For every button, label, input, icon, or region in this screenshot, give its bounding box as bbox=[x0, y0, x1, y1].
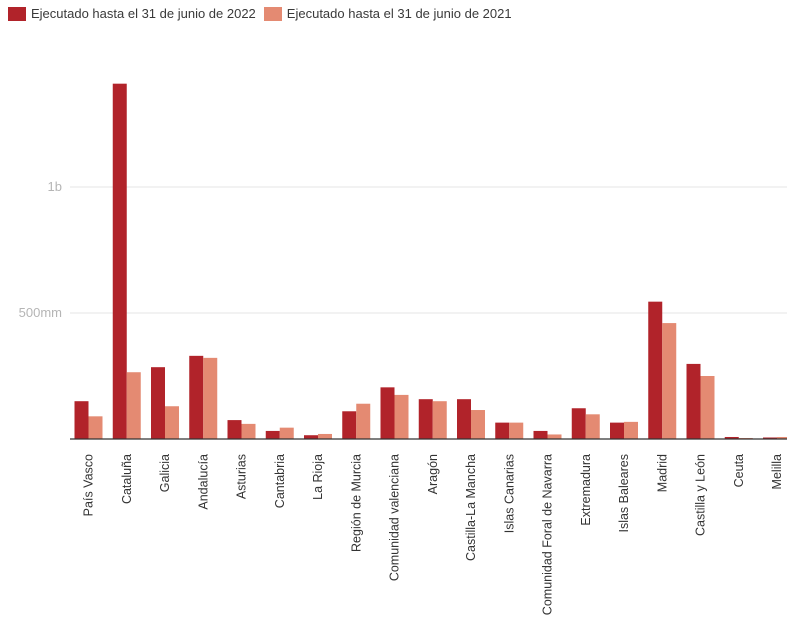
legend-item-2021[interactable]: Ejecutado hasta el 31 de junio de 2021 bbox=[263, 6, 512, 21]
bar-2022[interactable] bbox=[380, 387, 395, 439]
x-tick-label: Islas Canarias bbox=[502, 454, 516, 533]
bar-2022[interactable] bbox=[648, 301, 663, 439]
y-tick-label: 1b bbox=[48, 179, 62, 194]
bar-2022[interactable] bbox=[495, 422, 510, 439]
bar-2022[interactable] bbox=[724, 436, 739, 439]
bar-2021[interactable] bbox=[356, 403, 371, 439]
bar-2021[interactable] bbox=[165, 406, 179, 439]
x-tick-label: La Rioja bbox=[311, 454, 325, 500]
x-tick-label: Melilla bbox=[770, 454, 784, 489]
bar-2021[interactable] bbox=[203, 357, 218, 439]
bar-2022[interactable] bbox=[571, 408, 586, 439]
legend-swatch-2021 bbox=[263, 6, 282, 21]
bar-2021[interactable] bbox=[471, 410, 485, 439]
bar-2022[interactable] bbox=[418, 399, 433, 439]
bar-2021[interactable] bbox=[700, 376, 715, 439]
bar-2021[interactable] bbox=[585, 414, 600, 439]
chart-legend: Ejecutado hasta el 31 de junio de 2022 E… bbox=[8, 6, 520, 21]
x-tick-label: Asturias bbox=[235, 454, 249, 499]
bar-2022[interactable] bbox=[763, 437, 777, 439]
y-tick-label: 500mm bbox=[19, 305, 62, 320]
bar-2022[interactable] bbox=[227, 420, 242, 439]
x-tick-label: Ceuta bbox=[732, 454, 746, 487]
bar-2022[interactable] bbox=[151, 367, 165, 439]
x-tick-label: Cantabria bbox=[273, 454, 287, 508]
x-tick-label: País Vasco bbox=[82, 454, 96, 516]
bar-2021[interactable] bbox=[624, 421, 638, 439]
x-tick-label: Islas Baleares bbox=[617, 454, 631, 533]
bar-2022[interactable] bbox=[342, 411, 357, 439]
bar-2022[interactable] bbox=[457, 399, 471, 439]
bar-2021[interactable] bbox=[126, 372, 141, 439]
x-tick-label: Castilla-La Mancha bbox=[464, 454, 478, 561]
x-tick-label: Galicia bbox=[158, 454, 172, 492]
legend-swatch-2022 bbox=[8, 6, 26, 21]
x-tick-label: Aragón bbox=[426, 454, 440, 494]
bar-2022[interactable] bbox=[610, 422, 624, 439]
legend-label-2022: Ejecutado hasta el 31 de junio de 2022 bbox=[31, 6, 256, 21]
x-tick-label: Comunidad Foral de Navarra bbox=[541, 454, 555, 615]
x-tick-label: Cataluña bbox=[120, 454, 134, 504]
x-tick-label: Madrid bbox=[655, 454, 669, 492]
bar-2021[interactable] bbox=[241, 423, 256, 439]
bar-2021[interactable] bbox=[279, 427, 294, 439]
x-tick-label: Comunidad valenciana bbox=[388, 454, 402, 581]
legend-label-2021: Ejecutado hasta el 31 de junio de 2021 bbox=[286, 6, 512, 21]
x-tick-label: Extremadura bbox=[579, 454, 593, 526]
bar-2022[interactable] bbox=[533, 430, 548, 439]
bar-2021[interactable] bbox=[394, 394, 409, 439]
x-tick-label: Región de Murcia bbox=[349, 454, 363, 552]
x-tick-label: Andalucía bbox=[196, 454, 210, 510]
x-tick-label: Castilla y León bbox=[694, 454, 708, 536]
bar-2021[interactable] bbox=[547, 434, 562, 439]
bar-2022[interactable] bbox=[265, 430, 280, 439]
bar-2021[interactable] bbox=[777, 436, 787, 439]
bar-2022[interactable] bbox=[74, 401, 89, 439]
bar-2022[interactable] bbox=[112, 83, 127, 440]
bar-2022[interactable] bbox=[686, 363, 701, 439]
legend-item-2022[interactable]: Ejecutado hasta el 31 de junio de 2022 bbox=[8, 6, 256, 21]
bar-2021[interactable] bbox=[318, 433, 332, 439]
bar-2021[interactable] bbox=[432, 401, 447, 439]
bar-2022[interactable] bbox=[304, 435, 318, 439]
bar-2021[interactable] bbox=[509, 422, 524, 439]
bar-2021[interactable] bbox=[662, 323, 677, 439]
bar-2022[interactable] bbox=[189, 355, 204, 439]
bar-2021[interactable] bbox=[88, 416, 103, 439]
